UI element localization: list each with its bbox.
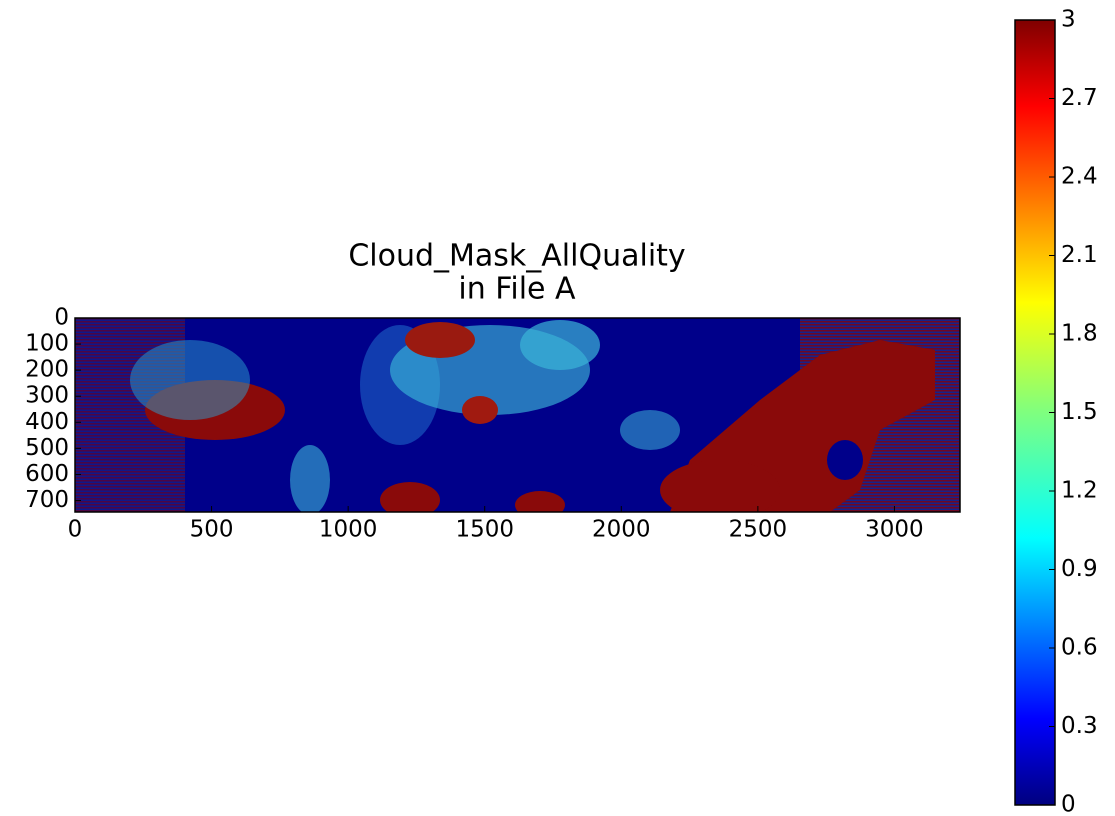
y-tick-label: 600 [25, 461, 69, 487]
chart-subtitle: in File A [458, 272, 576, 307]
chart-title: Cloud_Mask_AllQuality [348, 239, 685, 274]
y-tick-label: 700 [25, 487, 69, 513]
x-tick-label: 1500 [455, 517, 514, 543]
x-tick-label: 3000 [865, 517, 924, 543]
colorbar-tick-label: 0.9 [1061, 556, 1098, 582]
colorbar-tick-label: 2.7 [1061, 85, 1098, 111]
axes-frame [74, 317, 961, 513]
colorbar-tick-label: 2.4 [1061, 164, 1098, 190]
colorbar-tick-label: 1.8 [1061, 321, 1098, 347]
colorbar-tick-label: 1.2 [1061, 478, 1098, 504]
image-texture [75, 318, 960, 512]
x-tick-label: 2500 [729, 517, 788, 543]
y-tick-label: 100 [25, 331, 69, 357]
colorbar-tick-label: 0.3 [1061, 713, 1098, 739]
x-tick-label: 0 [68, 517, 83, 543]
colorbar-tick-label: 0 [1061, 792, 1076, 816]
colorbar-tick-label: 2.1 [1061, 242, 1098, 268]
colorbar-tick-label: 0.6 [1061, 635, 1098, 661]
y-tick-label: 500 [25, 435, 69, 461]
y-tick-label: 0 [54, 305, 69, 331]
colorbar-tick-label: 1.5 [1061, 399, 1098, 425]
x-tick-label: 1000 [319, 517, 378, 543]
colorbar-tick-label: 3 [1061, 7, 1076, 33]
x-tick-label: 500 [190, 517, 234, 543]
y-tick-label: 300 [25, 383, 69, 409]
y-tick-label: 200 [25, 357, 69, 383]
x-tick-label: 2000 [592, 517, 651, 543]
y-tick-label: 400 [25, 409, 69, 435]
